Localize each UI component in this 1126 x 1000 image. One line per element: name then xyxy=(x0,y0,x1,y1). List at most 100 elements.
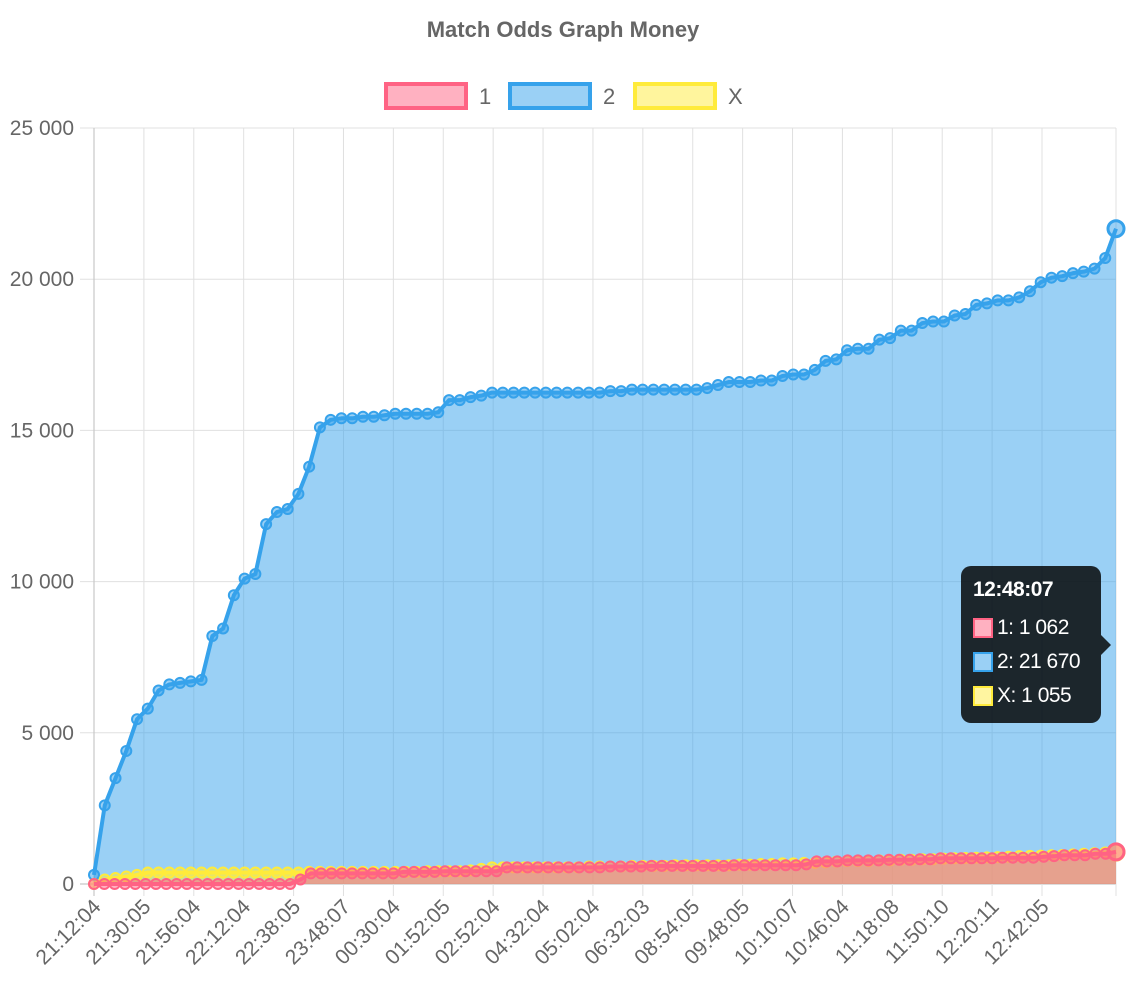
series-x-point[interactable] xyxy=(184,866,197,879)
series-1-point[interactable] xyxy=(645,859,658,872)
series-2-point[interactable] xyxy=(432,406,445,419)
series-2-point[interactable] xyxy=(647,383,660,396)
series-1-point[interactable] xyxy=(841,854,854,867)
series-2-point[interactable] xyxy=(970,298,983,311)
series-1-point[interactable] xyxy=(315,867,328,880)
series-1-point[interactable] xyxy=(542,861,555,874)
series-1-point[interactable] xyxy=(211,878,224,890)
series-2-point[interactable] xyxy=(819,354,832,367)
series-1-point[interactable] xyxy=(944,852,957,865)
series-2-point[interactable] xyxy=(249,568,262,581)
series-1-point[interactable] xyxy=(686,859,699,872)
series-2-point[interactable] xyxy=(184,675,197,688)
series-1-point[interactable] xyxy=(1006,851,1019,864)
series-2-point[interactable] xyxy=(1077,265,1090,278)
series-1-point[interactable] xyxy=(1037,850,1050,863)
series-2-point[interactable] xyxy=(421,407,434,420)
series-1-point[interactable] xyxy=(397,865,410,878)
series-2-point[interactable] xyxy=(927,315,940,328)
series-1-point[interactable] xyxy=(800,858,813,871)
series-1-point[interactable] xyxy=(170,878,183,890)
series-2-point[interactable] xyxy=(754,374,767,387)
series-2-point[interactable] xyxy=(206,630,219,643)
series-2-point[interactable] xyxy=(270,506,283,519)
series-2-point[interactable] xyxy=(529,386,542,399)
series-1-point[interactable] xyxy=(377,867,390,880)
series-2-point[interactable] xyxy=(991,294,1004,307)
series-1-point[interactable] xyxy=(232,878,245,890)
series-2-point[interactable] xyxy=(324,413,337,426)
series-2-point[interactable] xyxy=(1045,271,1058,284)
series-2-point[interactable] xyxy=(1099,252,1112,265)
series-2-point[interactable] xyxy=(217,622,230,635)
series-x-point[interactable] xyxy=(217,866,230,879)
series-x-point[interactable] xyxy=(281,866,294,879)
series-x-point[interactable] xyxy=(152,866,165,879)
series-2-point[interactable] xyxy=(1013,291,1026,304)
series-2-point[interactable] xyxy=(873,333,886,346)
series-1-point[interactable] xyxy=(862,854,875,867)
series-2-point[interactable] xyxy=(1056,270,1069,283)
series-x-point[interactable] xyxy=(249,866,262,879)
series-2-point[interactable] xyxy=(841,344,854,357)
series-1-point[interactable] xyxy=(614,860,627,873)
series-2-point[interactable] xyxy=(905,324,918,337)
series-2-point[interactable] xyxy=(453,394,466,407)
series-1-point[interactable] xyxy=(604,860,617,873)
series-2-point[interactable] xyxy=(851,342,864,355)
series-2-point[interactable] xyxy=(1023,285,1036,298)
series-1-point[interactable] xyxy=(449,865,462,878)
series-1-point[interactable] xyxy=(810,855,823,868)
series-2-point[interactable] xyxy=(496,386,509,399)
series-2-point[interactable] xyxy=(313,421,326,434)
series-1-point[interactable] xyxy=(697,859,710,872)
series-1-point[interactable] xyxy=(831,855,844,868)
series-2-point[interactable] xyxy=(1002,294,1015,307)
series-1-point[interactable] xyxy=(965,852,978,865)
series-1-point[interactable] xyxy=(882,853,895,866)
series-1-point[interactable] xyxy=(253,878,266,890)
series-2-point[interactable] xyxy=(561,386,574,399)
series-2-point[interactable] xyxy=(486,386,499,399)
series-2-point[interactable] xyxy=(346,412,359,425)
series-1-point[interactable] xyxy=(955,852,968,865)
series-2-point[interactable] xyxy=(980,297,993,310)
series-1-point[interactable] xyxy=(975,852,988,865)
legend-swatch-1[interactable] xyxy=(384,82,468,110)
legend-swatch-2[interactable] xyxy=(508,82,592,110)
series-2-point[interactable] xyxy=(701,382,714,395)
series-1-point[interactable] xyxy=(624,860,637,873)
series-1-point[interactable] xyxy=(180,878,193,890)
series-1-point[interactable] xyxy=(459,865,472,878)
series-1-point[interactable] xyxy=(728,859,741,872)
series-1-point[interactable] xyxy=(1048,850,1061,863)
series-1-point[interactable] xyxy=(335,867,348,880)
legend-swatch-x[interactable] xyxy=(633,82,717,110)
series-2-point[interactable] xyxy=(335,412,348,425)
legend-label-1[interactable]: 1 xyxy=(479,84,491,109)
series-2-point[interactable] xyxy=(141,702,154,715)
series-1-point[interactable] xyxy=(366,867,379,880)
series-2-point[interactable] xyxy=(163,678,176,691)
series-1-point[interactable] xyxy=(521,861,534,874)
series-2-point[interactable] xyxy=(808,363,821,376)
series-2-point[interactable] xyxy=(389,407,402,420)
series-2-point[interactable] xyxy=(260,518,273,531)
series-2-point[interactable] xyxy=(464,391,477,404)
series-x-point[interactable] xyxy=(238,866,251,879)
series-x-point[interactable] xyxy=(270,866,283,879)
series-1-point[interactable] xyxy=(996,851,1009,864)
series-2-point[interactable] xyxy=(475,389,488,402)
series-1-point[interactable] xyxy=(583,861,596,874)
series-2-point[interactable] xyxy=(367,410,380,423)
series-2-point[interactable] xyxy=(356,410,369,423)
series-1-point[interactable] xyxy=(294,873,307,886)
series-1-point[interactable] xyxy=(108,878,121,890)
series-1-point[interactable] xyxy=(129,878,142,890)
series-1-point[interactable] xyxy=(913,853,926,866)
series-1-point[interactable] xyxy=(356,867,369,880)
series-x-point[interactable] xyxy=(206,866,219,879)
series-1-point[interactable] xyxy=(573,861,586,874)
series-2-point[interactable] xyxy=(668,383,681,396)
series-1-point[interactable] xyxy=(851,854,864,867)
